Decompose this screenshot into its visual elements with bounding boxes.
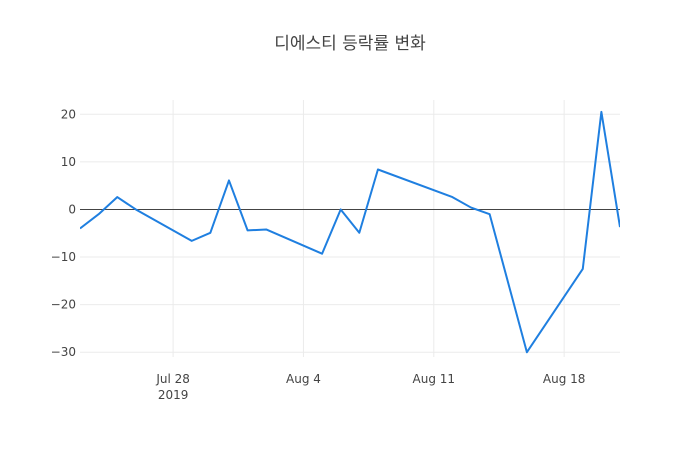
grid-layer bbox=[80, 100, 620, 357]
x-tick-year-label: 2019 bbox=[158, 388, 189, 402]
x-tick-label: Aug 4 bbox=[286, 372, 321, 386]
y-tick-label: 20 bbox=[61, 107, 76, 121]
y-tick-label: 0 bbox=[68, 202, 76, 216]
x-tick-label: Jul 28 bbox=[155, 372, 190, 386]
x-tick-label: Aug 11 bbox=[413, 372, 456, 386]
axis-layer: 20 10 0 −10 −20 −30 Jul 28 2019 Aug 4 Aug 11 Aug 1… bbox=[51, 107, 620, 402]
chart-title: 디에스티 등락률 변화 bbox=[274, 34, 426, 54]
y-tick-label: −20 bbox=[51, 298, 76, 312]
series-layer bbox=[80, 110, 620, 354]
series-line bbox=[80, 110, 620, 354]
y-tick-label: −30 bbox=[51, 345, 76, 359]
y-tick-label: 10 bbox=[61, 155, 76, 169]
y-tick-label: −10 bbox=[51, 250, 76, 264]
x-tick-label: Aug 18 bbox=[543, 372, 586, 386]
